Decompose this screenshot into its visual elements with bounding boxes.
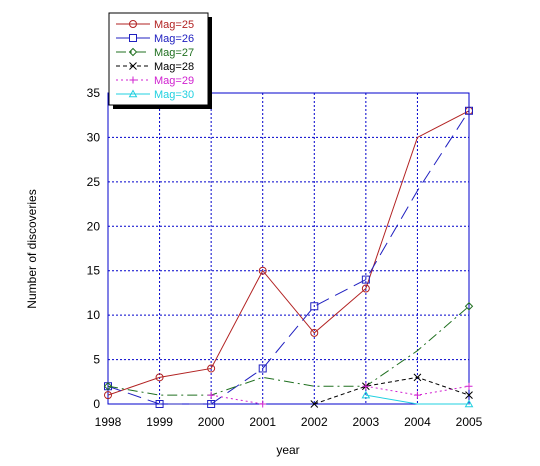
data-point-mag-26 xyxy=(361,275,370,284)
legend-item-mag-29: Mag=29 xyxy=(116,75,194,87)
x-tick-label: 2003 xyxy=(353,415,380,429)
grid xyxy=(108,93,469,404)
legend-marker xyxy=(129,62,137,70)
series-mag-27 xyxy=(103,302,474,396)
series-line-mag-28 xyxy=(314,376,470,405)
data-point-mag-30 xyxy=(464,399,474,408)
x-axis-label: year xyxy=(276,443,299,457)
series-line-mag-29 xyxy=(211,394,263,405)
y-tick-label: 30 xyxy=(87,130,101,144)
data-point-mag-29 xyxy=(207,391,215,399)
x-tick-label: 2001 xyxy=(249,415,276,429)
x-tick-label: 2005 xyxy=(456,415,483,429)
x-tick-label: 1999 xyxy=(146,415,173,429)
x-tick-label: 2000 xyxy=(198,415,225,429)
legend-marker xyxy=(129,34,137,42)
data-point-mag-26 xyxy=(310,302,319,311)
data-point-mag-30 xyxy=(361,390,371,399)
x-tick-label: 2002 xyxy=(301,415,328,429)
legend-box xyxy=(108,12,209,106)
data-point-mag-28 xyxy=(310,400,319,408)
data-point-mag-27 xyxy=(103,382,113,391)
plot-frame xyxy=(107,92,470,405)
data-point-mag-25 xyxy=(155,373,164,382)
legend-item-mag-26: Mag=26 xyxy=(116,33,194,45)
data-point-mag-28 xyxy=(413,373,422,382)
legend-marker xyxy=(129,76,137,84)
series xyxy=(103,106,474,408)
data-point-mag-29 xyxy=(465,382,473,390)
legend-item-mag-25: Mag=25 xyxy=(116,19,194,31)
axis-ticks: 1998 1999 2000 2001 2002 2003 2004 2005 0 5 10 15 20… xyxy=(87,86,483,429)
legend-label: Mag=27 xyxy=(154,47,194,59)
data-point-mag-27 xyxy=(464,302,474,311)
data-point-mag-26 xyxy=(155,400,164,408)
data-point-mag-25 xyxy=(258,266,267,275)
data-point-mag-25 xyxy=(207,364,216,373)
x-tick-label: 2004 xyxy=(404,415,431,429)
legend-label: Mag=25 xyxy=(154,19,194,31)
legend-item-mag-30: Mag=30 xyxy=(116,89,194,101)
series-line-mag-27 xyxy=(107,305,470,396)
legend-label: Mag=29 xyxy=(154,75,194,87)
legend-label: Mag=26 xyxy=(154,33,194,45)
legend-item-mag-28: Mag=28 xyxy=(116,61,194,73)
data-point-mag-26 xyxy=(258,364,267,373)
y-tick-label: 0 xyxy=(93,397,100,411)
legend-label: Mag=28 xyxy=(154,61,194,73)
legend-marker xyxy=(129,20,137,28)
legend: Mag=25 Mag=26 Mag=27 Mag=28 Mag=29 Mag=30 xyxy=(108,12,212,109)
data-point-mag-25 xyxy=(361,284,370,293)
y-tick-label: 20 xyxy=(87,219,101,233)
legend-marker xyxy=(128,47,138,57)
y-axis-label: Number of discoveries xyxy=(25,189,39,308)
data-point-mag-29 xyxy=(259,400,267,408)
series-line-mag-26 xyxy=(107,110,470,405)
series-mag-29 xyxy=(207,382,473,408)
series-mag-30 xyxy=(361,390,474,408)
data-point-mag-28 xyxy=(465,391,473,399)
series-line-mag-25 xyxy=(107,110,470,396)
data-point-mag-29 xyxy=(413,391,421,399)
data-point-mag-29 xyxy=(362,382,370,390)
y-tick-label: 10 xyxy=(87,308,101,322)
y-tick-label: 15 xyxy=(87,264,101,278)
data-point-mag-26 xyxy=(207,400,216,408)
data-point-mag-25 xyxy=(104,391,112,400)
y-tick-label: 25 xyxy=(87,175,101,189)
data-point-mag-26 xyxy=(465,106,473,115)
series-line-mag-30 xyxy=(365,394,469,405)
legend-label: Mag=30 xyxy=(154,89,194,101)
x-tick-label: 1998 xyxy=(95,415,122,429)
y-tick-label: 35 xyxy=(87,86,101,100)
legend-marker xyxy=(128,89,138,98)
legend-item-mag-27: Mag=27 xyxy=(116,47,194,59)
y-tick-label: 5 xyxy=(93,353,100,367)
data-point-mag-25 xyxy=(310,328,319,337)
